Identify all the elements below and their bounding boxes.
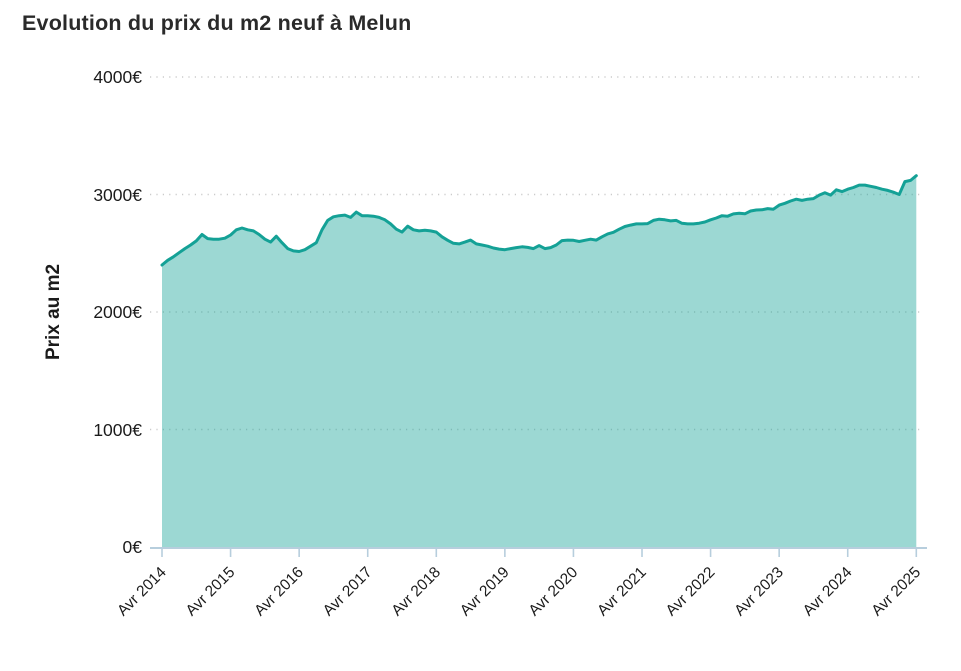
- x-tick-label: Avr 2025: [868, 564, 924, 620]
- price-line: [160, 174, 918, 267]
- area-fill: [162, 175, 917, 547]
- x-tick-label: Avr 2023: [731, 564, 787, 620]
- y-tick-label: 1000€: [93, 419, 142, 440]
- x-tick-label: Avr 2022: [663, 564, 719, 620]
- x-tick-label: Avr 2024: [800, 564, 856, 620]
- x-tick-label: Avr 2021: [594, 564, 650, 620]
- y-tick-label: 4000€: [93, 67, 142, 87]
- x-tick-label: Avr 2016: [251, 564, 307, 620]
- y-tick-label: 3000€: [93, 184, 142, 205]
- x-tick-label: Avr 2014: [114, 564, 170, 620]
- x-tick-label: Avr 2017: [320, 564, 376, 620]
- x-tick-label: Avr 2015: [183, 564, 239, 620]
- x-tick-label: Avr 2018: [388, 564, 444, 620]
- x-tick-label: Avr 2020: [526, 564, 582, 620]
- y-tick-label: 2000€: [93, 302, 142, 322]
- chart-title: Evolution du prix du m2 neuf à Melun: [22, 11, 412, 35]
- y-tick-label: 0€: [122, 537, 142, 557]
- x-tick-label: Avr 2019: [457, 564, 513, 620]
